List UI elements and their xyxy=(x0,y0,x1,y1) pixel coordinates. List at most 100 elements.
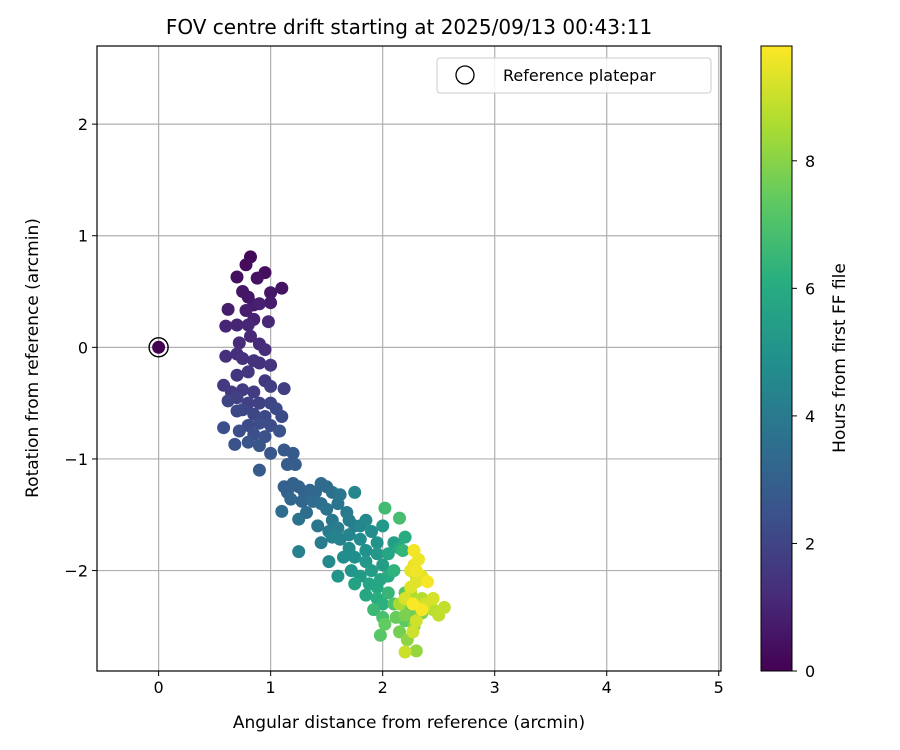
data-point xyxy=(247,385,261,399)
data-point xyxy=(236,352,250,365)
data-point xyxy=(273,424,287,438)
data-point xyxy=(406,625,420,639)
colorbar-tick-label: 0 xyxy=(805,662,815,681)
data-point xyxy=(152,340,166,354)
data-point xyxy=(396,544,410,557)
y-axis-ticks: −2 −1 0 1 2 xyxy=(64,115,97,581)
data-point xyxy=(311,519,325,533)
data-point xyxy=(365,564,378,578)
data-point xyxy=(409,614,423,628)
data-point xyxy=(331,569,345,583)
data-point xyxy=(221,302,235,316)
data-points xyxy=(152,250,451,659)
data-point xyxy=(252,439,266,453)
data-point xyxy=(292,545,306,559)
colorbar-ticks: 0 2 4 6 8 xyxy=(792,152,815,681)
reference-marker-group xyxy=(148,337,169,358)
data-point xyxy=(239,304,253,317)
data-point xyxy=(437,600,451,614)
data-point xyxy=(275,410,289,423)
data-point xyxy=(426,592,440,605)
data-point xyxy=(284,492,298,506)
data-point xyxy=(398,645,412,659)
data-point xyxy=(244,329,257,343)
data-point xyxy=(337,550,350,564)
data-point xyxy=(314,536,328,550)
colorbar-tick-label: 6 xyxy=(805,279,815,298)
data-point xyxy=(376,558,390,572)
x-tick-label: 3 xyxy=(490,678,500,697)
data-point xyxy=(373,628,387,642)
data-point xyxy=(370,547,384,561)
data-point xyxy=(261,315,275,329)
data-point xyxy=(241,435,255,449)
colorbar-tick-label: 2 xyxy=(805,534,815,553)
y-tick-label: 2 xyxy=(78,115,88,134)
data-point xyxy=(365,525,378,538)
data-point xyxy=(252,396,266,410)
data-point xyxy=(378,617,392,631)
data-point xyxy=(292,512,306,526)
colorbar xyxy=(760,45,793,672)
data-point xyxy=(322,555,336,569)
legend-reference-marker xyxy=(455,65,475,85)
colorbar-tick-label: 4 xyxy=(805,407,815,426)
data-point xyxy=(264,358,278,372)
data-point xyxy=(221,394,235,408)
data-point xyxy=(359,513,373,527)
data-point xyxy=(275,504,289,518)
reference-marker xyxy=(148,337,169,358)
data-point xyxy=(230,270,244,284)
data-point xyxy=(348,577,362,591)
data-point xyxy=(252,463,266,477)
data-point xyxy=(409,644,423,658)
data-point xyxy=(370,536,384,550)
data-point xyxy=(359,544,373,557)
data-point xyxy=(393,625,406,639)
data-point xyxy=(407,544,421,557)
x-tick-label: 4 xyxy=(602,678,612,697)
data-point xyxy=(376,519,390,533)
data-point xyxy=(353,532,367,546)
x-tick-label: 5 xyxy=(714,678,724,697)
data-point xyxy=(288,458,302,471)
data-point xyxy=(295,494,309,508)
data-point xyxy=(409,564,423,578)
data-point xyxy=(219,349,233,363)
y-tick-label: 1 xyxy=(78,227,88,246)
data-point xyxy=(232,336,246,350)
data-point xyxy=(258,343,272,357)
data-point xyxy=(387,564,401,578)
x-tick-label: 2 xyxy=(378,678,388,697)
data-point xyxy=(217,421,231,435)
x-tick-label: 1 xyxy=(266,678,276,697)
data-point xyxy=(241,365,255,379)
data-point xyxy=(342,528,356,542)
y-axis-label: Rotation from reference (arcmin) xyxy=(23,218,43,498)
data-point xyxy=(381,547,395,561)
data-point xyxy=(275,281,289,295)
data-point xyxy=(378,501,392,515)
data-point xyxy=(241,318,255,332)
plot-frame xyxy=(96,45,722,672)
data-point xyxy=(381,586,395,600)
data-point xyxy=(252,416,266,430)
data-point xyxy=(320,502,334,516)
data-point xyxy=(398,530,412,544)
colorbar-tick-label: 8 xyxy=(805,152,815,171)
x-axis-label: Angular distance from reference (arcmin) xyxy=(233,713,585,733)
data-point xyxy=(406,597,420,611)
data-point xyxy=(230,404,244,418)
grid xyxy=(97,46,721,671)
data-point xyxy=(421,575,434,589)
x-tick-label: 0 xyxy=(154,678,164,697)
data-point xyxy=(252,297,266,311)
data-point xyxy=(277,382,291,396)
data-point xyxy=(348,485,362,499)
data-point xyxy=(230,318,244,332)
data-point xyxy=(286,446,300,460)
data-point xyxy=(219,319,233,333)
y-tick-label: −2 xyxy=(64,562,88,581)
data-point xyxy=(239,258,253,272)
